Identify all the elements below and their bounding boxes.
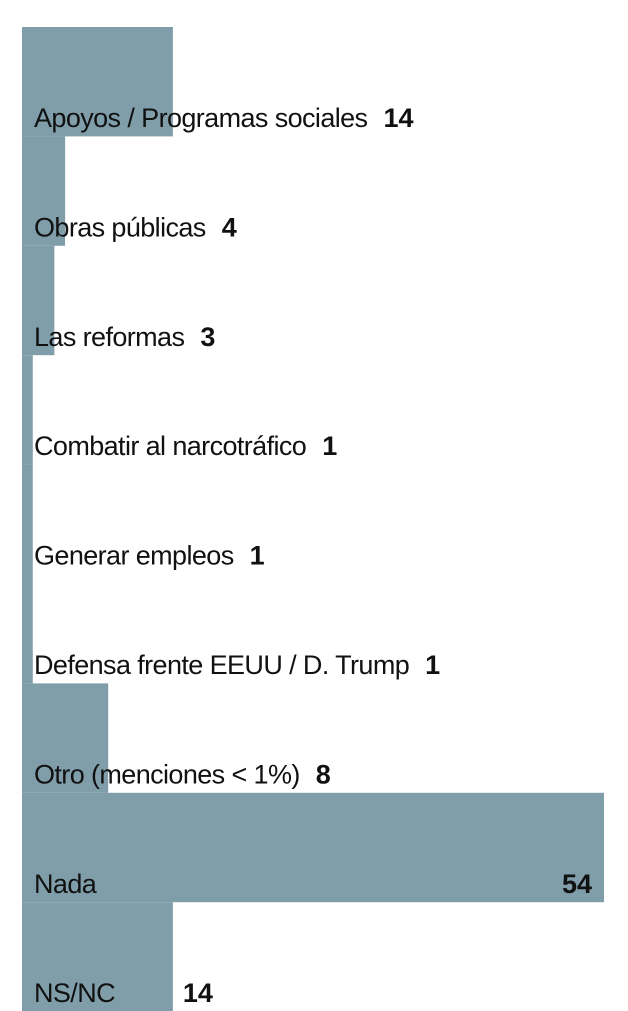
value-label: 14: [183, 978, 213, 1008]
bar: [22, 683, 109, 793]
category-label: Otro (menciones < 1%): [34, 759, 300, 789]
bar: [22, 245, 55, 356]
value-label: 1: [425, 650, 440, 680]
category-label: Generar empleos: [34, 541, 234, 571]
value-label: 4: [222, 212, 237, 242]
category-label: NS/NC: [34, 978, 115, 1008]
value-label: 8: [316, 759, 331, 789]
bar: [22, 792, 604, 903]
value-label: 3: [200, 322, 215, 352]
bar: [22, 136, 66, 246]
value-label: 1: [250, 541, 265, 571]
category-label: Obras públicas: [34, 212, 206, 242]
bar: [22, 574, 33, 684]
value-label: 54: [562, 869, 592, 899]
bar: [22, 464, 33, 574]
category-label: Nada: [34, 869, 98, 899]
bar: [22, 902, 173, 1011]
value-label: 14: [383, 103, 413, 133]
category-label: Defensa frente EEUU / D. Trump: [34, 650, 409, 680]
bar: [22, 355, 33, 465]
category-label: Apoyos / Programas sociales: [34, 103, 368, 133]
value-label: 1: [322, 431, 337, 461]
category-label: Las reformas: [34, 322, 184, 352]
bar: [22, 27, 173, 137]
category-label: Combatir al narcotráfico: [34, 431, 306, 461]
